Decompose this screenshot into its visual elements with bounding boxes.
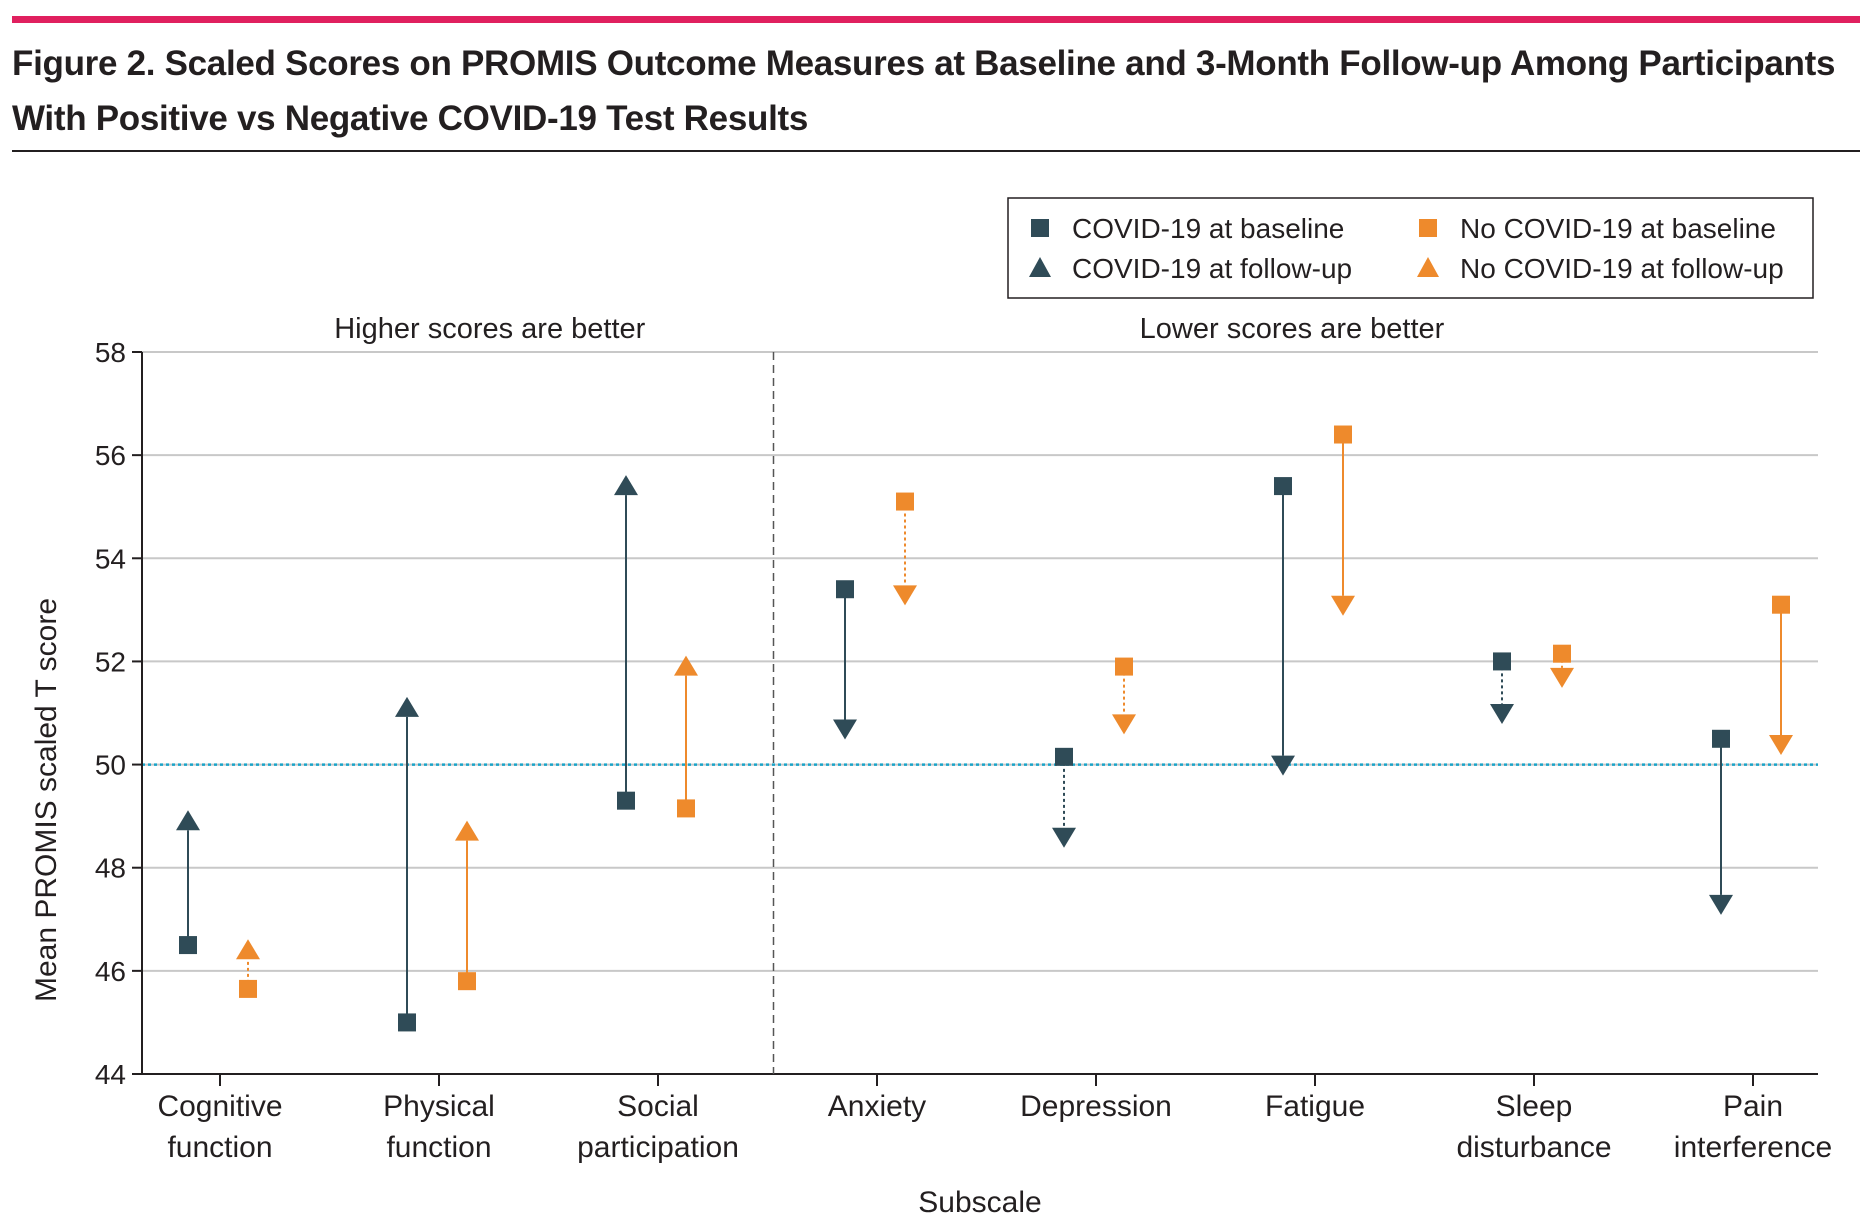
x-tick-label: Physical <box>383 1090 495 1123</box>
legend-square-marker <box>1031 219 1049 237</box>
y-tick-label: 50 <box>95 750 126 781</box>
x-axis-label: Subscale <box>918 1186 1041 1219</box>
title-rule <box>12 150 1860 152</box>
no_covid-baseline-point <box>1553 644 1571 663</box>
legend-box <box>1007 197 1814 299</box>
covid-follow-up-point <box>1709 894 1733 915</box>
no_covid-follow-up-point <box>1550 667 1574 688</box>
x-tick-label: Social <box>617 1090 699 1123</box>
y-tick-label: 54 <box>95 543 126 574</box>
x-tick-label: function <box>167 1131 272 1164</box>
no_covid-follow-up-point <box>1112 714 1136 735</box>
no_covid-baseline-point <box>1772 595 1790 614</box>
data-marks <box>176 425 1793 1032</box>
y-tick-label: 44 <box>95 1059 126 1090</box>
x-tick-label: function <box>386 1131 491 1164</box>
y-axis-label: Mean PROMIS scaled T score <box>30 598 63 1002</box>
x-tick-label: Cognitive <box>157 1090 282 1123</box>
no_covid-follow-up-point <box>236 939 260 960</box>
legend-square-marker <box>1419 219 1437 237</box>
x-tick-label: disturbance <box>1456 1131 1611 1164</box>
no_covid-baseline-point <box>1115 657 1133 676</box>
region-label-higher-better: Higher scores are better <box>334 313 645 345</box>
y-tick-label: 56 <box>95 440 126 471</box>
covid-follow-up-point <box>176 810 200 831</box>
covid-baseline-point <box>1493 652 1511 671</box>
no_covid-baseline-point <box>458 972 476 991</box>
no_covid-follow-up-point <box>1769 734 1793 755</box>
no_covid-baseline-point <box>677 799 695 818</box>
covid-follow-up-point <box>1271 755 1295 776</box>
legend-label: No COVID-19 at follow-up <box>1460 253 1784 284</box>
legend-label: COVID-19 at baseline <box>1072 213 1344 244</box>
covid-follow-up-point <box>1052 827 1076 848</box>
no_covid-follow-up-point <box>674 655 698 676</box>
covid-follow-up-point <box>614 475 638 496</box>
covid-baseline-point <box>1274 477 1292 496</box>
y-tick-label: 48 <box>95 853 126 884</box>
no_covid-follow-up-point <box>893 585 917 606</box>
gridlines <box>142 351 1818 972</box>
covid-baseline-point <box>617 791 635 810</box>
no_covid-follow-up-point <box>1331 595 1355 616</box>
legend-triangle-marker <box>1029 257 1051 277</box>
no_covid-baseline-point <box>896 492 914 511</box>
figure-title: Figure 2. Scaled Scores on PROMIS Outcom… <box>12 44 1836 138</box>
no_covid-baseline-point <box>1334 425 1352 444</box>
no_covid-baseline-point <box>239 979 257 998</box>
no_covid-follow-up-point <box>455 820 479 841</box>
x-tick-label: Anxiety <box>828 1090 926 1123</box>
region-label-lower-better: Lower scores are better <box>1140 313 1445 345</box>
legend-label: No COVID-19 at baseline <box>1460 213 1776 244</box>
header-accent-bar <box>12 16 1860 23</box>
axes: 44 46 48 50 52 54 56 58 Higher scores are better… <box>95 313 1832 1164</box>
covid-baseline-point <box>179 936 197 955</box>
covid-follow-up-point <box>1490 704 1514 724</box>
covid-baseline-point <box>836 580 854 599</box>
x-tick-label: Sleep <box>1496 1090 1573 1123</box>
covid-follow-up-point <box>833 719 857 740</box>
y-tick-label: 52 <box>95 646 126 677</box>
x-tick-label: participation <box>577 1131 739 1164</box>
x-tick-label: Pain <box>1723 1090 1783 1123</box>
x-tick-label: Fatigue <box>1265 1090 1365 1123</box>
legend-label: COVID-19 at follow-up <box>1072 253 1352 284</box>
legend: COVID-19 at baseline COVID-19 at follow-u… <box>1007 197 1814 299</box>
y-tick-label: 46 <box>95 956 126 987</box>
x-tick-label: Depression <box>1020 1090 1172 1123</box>
x-tick-label: interference <box>1674 1131 1832 1164</box>
covid-follow-up-point <box>395 696 419 717</box>
legend-triangle-marker <box>1417 257 1439 277</box>
y-tick-label: 58 <box>95 337 126 368</box>
covid-baseline-point <box>1055 747 1073 766</box>
covid-baseline-point <box>398 1013 416 1032</box>
covid-baseline-point <box>1712 729 1730 748</box>
